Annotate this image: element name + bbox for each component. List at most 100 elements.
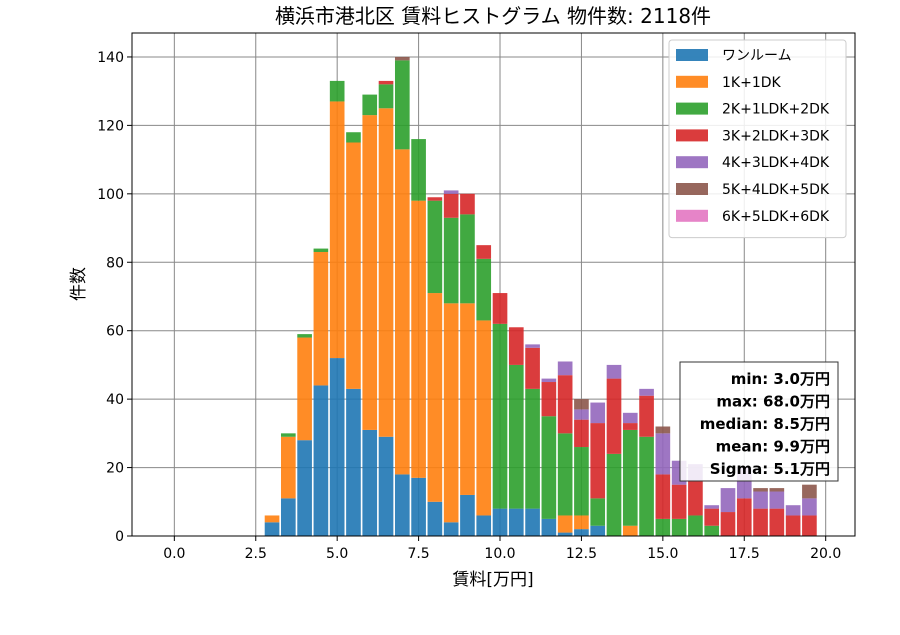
bar-segment [541, 416, 557, 519]
legend-box [668, 39, 847, 239]
bar-segment [655, 433, 671, 475]
bar-segment [622, 423, 638, 430]
bar-segment [264, 522, 280, 536]
y-tick-label: 40 [106, 392, 124, 408]
bar-segment [346, 132, 361, 143]
stats-line: median: 8.5万円 [700, 415, 830, 433]
bar-segment [704, 505, 720, 509]
bar-segment [574, 399, 589, 410]
bar-segment [557, 361, 573, 376]
bar-segment [443, 303, 459, 523]
bar-segment [525, 347, 540, 389]
y-tick-label: 140 [97, 50, 124, 66]
bar-segment [427, 293, 443, 502]
bar-segment [639, 436, 654, 536]
plot-frame [131, 32, 856, 537]
bar-segment [720, 488, 736, 513]
bar-segment [411, 477, 426, 536]
stats-line: min: 3.0万円 [731, 370, 830, 388]
legend-label: ワンルーム [722, 48, 792, 64]
legend-swatch [676, 49, 708, 61]
bar-segment [394, 56, 410, 61]
bar-segment [622, 412, 638, 424]
bar-segment [704, 525, 720, 536]
bar-segment [297, 334, 312, 338]
bar-segment [443, 217, 459, 304]
bar-segment [655, 426, 671, 434]
bar-segment [411, 200, 426, 478]
bar-segment [590, 498, 606, 526]
x-tick-label: 20.0 [810, 546, 841, 562]
legend-label: 4K+3LDK+4DK [722, 155, 830, 171]
bar-segment [736, 498, 752, 536]
bar-segment [590, 402, 606, 424]
bar-segment [378, 80, 394, 85]
y-tick-label: 100 [97, 187, 124, 203]
legend-swatch [676, 75, 708, 88]
bar-segment [574, 447, 589, 516]
bar-segment [720, 512, 736, 536]
bar-segment [329, 80, 345, 102]
bar-segment [329, 101, 345, 359]
bar-segment [525, 388, 540, 509]
bar-segment [753, 491, 768, 509]
bar-segment [622, 429, 638, 526]
y-tick-label: 0 [115, 529, 124, 545]
bar-segment [671, 484, 687, 519]
bar-segment [671, 518, 687, 536]
legend-label: 3K+2LDK+3DK [722, 128, 830, 144]
legend-label: 1K+1DK [722, 75, 782, 91]
bar-segment [492, 323, 508, 509]
bar-segment [769, 491, 785, 509]
bar-segment [557, 433, 573, 516]
bar-segment [378, 436, 394, 536]
bar-segment [574, 419, 589, 448]
y-tick-label: 20 [106, 461, 124, 477]
bar-segment [264, 515, 280, 523]
legend-label: 5K+4LDK+5DK [722, 182, 830, 198]
bar-segment [280, 498, 296, 536]
bar-segment [362, 94, 378, 116]
x-tick-label: 17.5 [729, 546, 760, 562]
stats-box: min: 3.0万円 max: 68.0万円 median: 8.5万円 mean: … [679, 361, 839, 482]
bar-segment [785, 515, 801, 536]
bar-segment [688, 515, 703, 536]
bar-segment [639, 395, 654, 437]
bar-segment [362, 115, 378, 430]
bar-segment [574, 515, 589, 530]
x-tick-label: 10.0 [484, 546, 515, 562]
legend: ワンルーム 1K+1DK 2K+1LDK+2DK 3K+2LDK+3DK 4K+3LDK… [668, 39, 847, 239]
x-axis-label: 賃料[万円] [452, 570, 533, 590]
legend-swatch [676, 129, 708, 142]
bar-segment [297, 337, 312, 441]
bar-segment [574, 529, 589, 536]
bar-segment [394, 474, 410, 536]
bar-segment [460, 214, 475, 304]
x-tick-label: 0.0 [163, 546, 185, 562]
bar-segment [622, 525, 638, 536]
bar-segment [492, 293, 508, 324]
bar-segment [476, 515, 492, 536]
bar-segment [443, 190, 459, 194]
bar-segment [769, 488, 785, 492]
bar-segment [362, 429, 378, 536]
bar-segment [606, 378, 622, 454]
bar-segment [411, 139, 426, 201]
bar-segment [802, 498, 817, 516]
bar-segment [508, 508, 524, 536]
bar-segment [460, 303, 475, 495]
bar-segment [606, 453, 622, 536]
bar-segment [541, 382, 557, 417]
bar-segment [785, 505, 801, 516]
bar-segment [346, 388, 361, 536]
bar-segment [753, 488, 768, 492]
bar-segment [590, 423, 606, 499]
legend-label: 6K+5LDK+6DK [722, 209, 830, 225]
legend-swatch [676, 102, 708, 115]
y-tick-label: 120 [97, 118, 124, 134]
stats-line: max: 68.0万円 [716, 393, 830, 411]
bar-segment [280, 436, 296, 499]
legend-swatch [676, 209, 708, 222]
x-tick-label: 7.5 [407, 546, 429, 562]
